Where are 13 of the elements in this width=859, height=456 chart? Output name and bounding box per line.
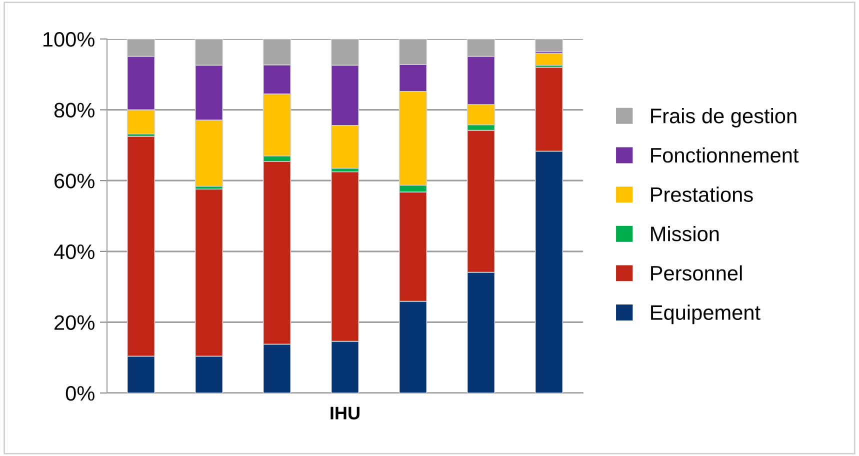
legend-label: Personnel: [651, 265, 742, 281]
legend-label: Mission: [651, 226, 719, 242]
legend-label: Frais de gestion: [651, 108, 796, 128]
y-tick-label: 40%: [54, 244, 94, 260]
y-tick-label: 60%: [54, 174, 94, 188]
legend-label: Fonctionnement: [651, 147, 799, 163]
y-tick-label: 100%: [44, 32, 94, 47]
x-axis-title: IHU: [330, 406, 360, 420]
y-tick-label: 20%: [54, 315, 94, 330]
y-tick-label: 80%: [54, 102, 94, 118]
legend-label: Equipement: [651, 304, 760, 324]
legend-label: Prestations: [651, 186, 753, 202]
y-tick-label: 0%: [66, 386, 94, 401]
